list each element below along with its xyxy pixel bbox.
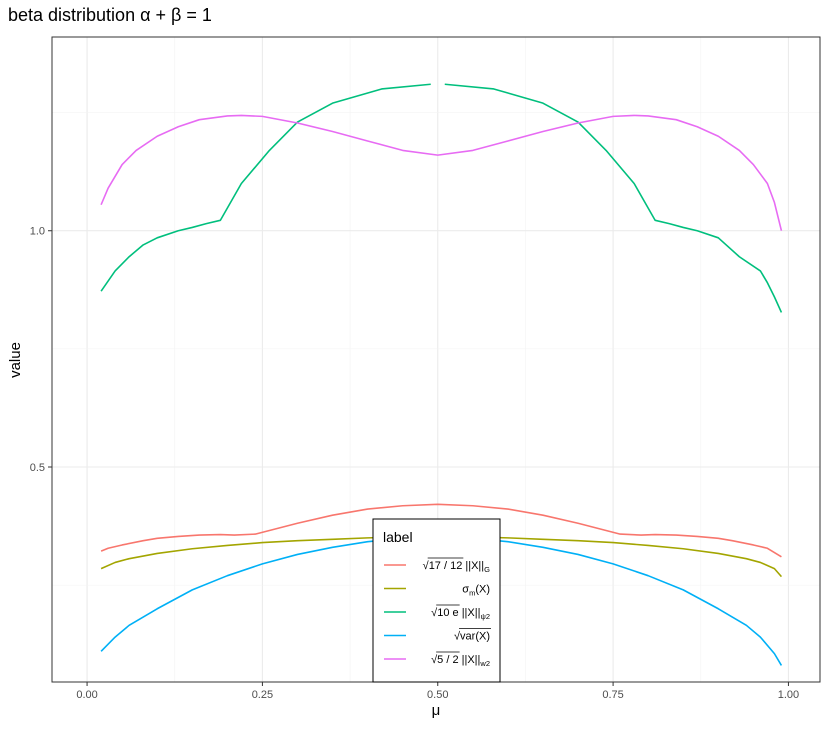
radicand: 5 / 2: [437, 654, 458, 666]
x-tick-label: 0.00: [76, 689, 97, 701]
y-tick-label: 1.0: [30, 226, 45, 238]
legend: label√17 / 12 ||X||Gσm(X)√10 e ||X||ψ2√v…: [372, 518, 501, 683]
axes: 0.00 0.25 0.50 0.75 1.00 0.5 1.0: [30, 226, 799, 701]
legend-text-part: ||X||: [459, 654, 481, 666]
x-tick-label: 0.75: [602, 689, 623, 701]
legend-label-2: √10 e ||X||ψ2: [431, 604, 490, 621]
x-tick-label: 0.50: [427, 689, 448, 701]
sqrt-sign: √: [423, 560, 430, 572]
radicand: 10 e: [437, 607, 458, 619]
sqrt-sign: √: [454, 631, 461, 643]
y-tick-label: 0.5: [30, 462, 45, 474]
x-axis-label: μ: [432, 702, 441, 719]
legend-text-1: σm(X): [462, 584, 490, 598]
radicand: 17 / 12: [429, 560, 463, 572]
x-tick-label: 0.25: [252, 689, 273, 701]
series-line-2: [444, 83, 783, 313]
legend-title: label: [383, 529, 413, 545]
legend-subscript: w2: [479, 659, 490, 668]
legend-subscript: G: [484, 565, 490, 574]
legend-label-1: σm(X): [462, 584, 490, 598]
legend-text-3: √var(X): [454, 631, 490, 643]
legend-box: [372, 518, 501, 683]
legend-text-part: ||X||: [462, 560, 484, 572]
chart-title: beta distribution α + β = 1: [8, 5, 212, 25]
series-line-2: [100, 83, 431, 292]
legend-text-4: √5 / 2 ||X||w2: [431, 654, 490, 668]
sqrt-sign: √: [431, 607, 438, 619]
legend-label-3: √var(X): [454, 628, 491, 643]
x-tick-label: 1.00: [778, 689, 799, 701]
legend-subscript: ψ2: [480, 612, 490, 621]
sqrt-sign: √: [431, 654, 438, 666]
legend-text-part: σ: [462, 584, 469, 596]
y-axis-label: value: [7, 342, 24, 378]
legend-label-0: √17 / 12 ||X||G: [423, 557, 491, 574]
legend-label-4: √5 / 2 ||X||w2: [431, 651, 490, 668]
gridlines: [52, 37, 820, 682]
legend-text-part: (X): [475, 584, 490, 596]
legend-subscript: m: [469, 589, 475, 598]
legend-text-2: √10 e ||X||ψ2: [431, 607, 490, 621]
legend-text-part: ||X||: [459, 607, 481, 619]
radicand: var(X): [460, 631, 490, 643]
series-line-0: [100, 503, 782, 558]
legend-text-0: √17 / 12 ||X||G: [423, 560, 491, 574]
series-line-4: [100, 114, 783, 231]
